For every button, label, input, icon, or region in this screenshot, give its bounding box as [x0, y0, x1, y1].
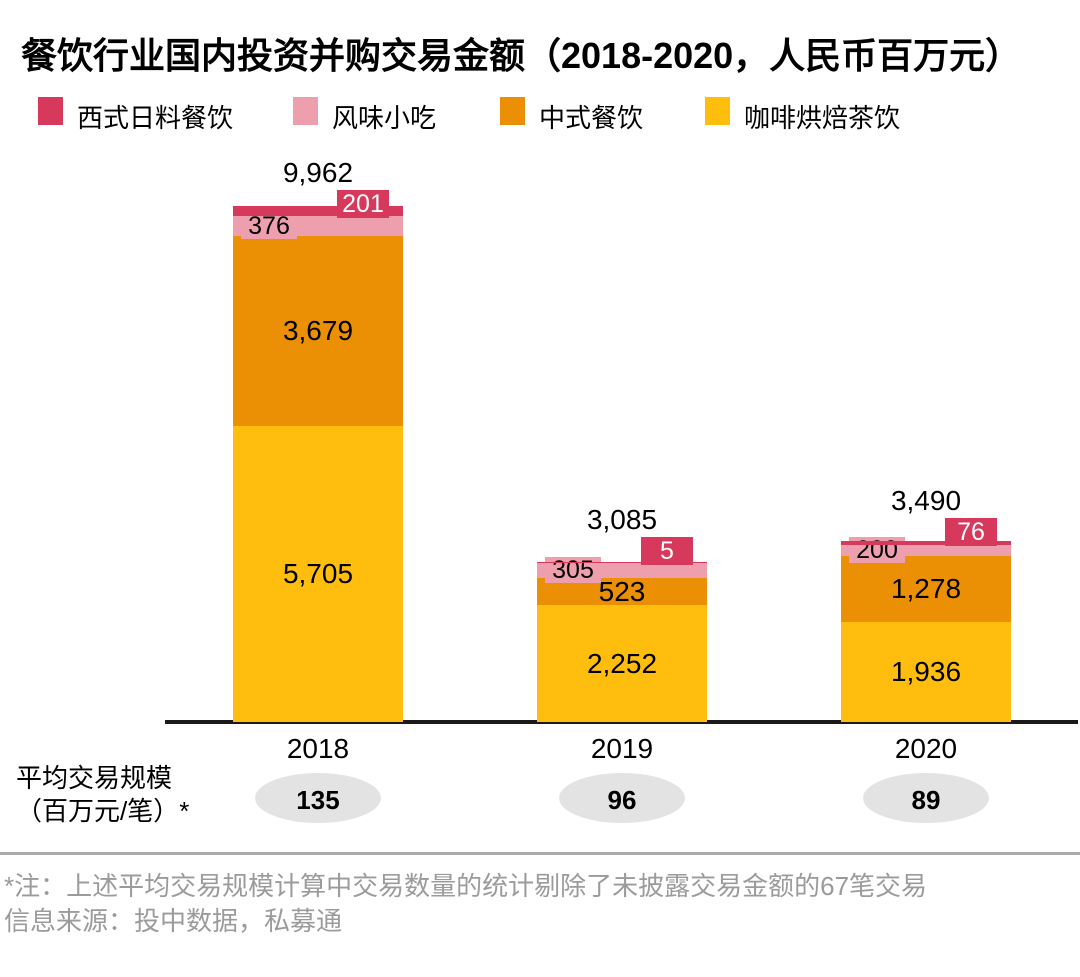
legend-swatch-western [38, 97, 63, 125]
legend-label-snacks: 风味小吃 [332, 103, 437, 133]
bar-segment-coffee [841, 621, 1011, 722]
legend-swatch-snacks [293, 97, 318, 125]
segment-value-label: 3,679 [282, 315, 354, 347]
segment-value-callout-western: 76 [945, 518, 997, 547]
segment-value-label: 523 [598, 575, 646, 607]
avg-deal-size-badge [863, 773, 989, 823]
x-axis-line [165, 720, 1078, 724]
avg-label-line2: （百万元/笔）* [16, 796, 190, 826]
bar-segment-coffee [233, 426, 403, 722]
avg-deal-size-badge [559, 773, 685, 823]
legend-label-western: 西式日料餐饮 [77, 103, 234, 133]
segment-value-callout-snacks: 376 [241, 213, 297, 240]
bar-segment-western [841, 541, 1011, 546]
legend-swatch-chinese [500, 97, 525, 125]
segment-value-label: 2,252 [586, 647, 658, 679]
x-axis-label: 2020 [894, 733, 958, 764]
avg-deal-size-value: 135 [296, 785, 340, 815]
segment-value-label: 1,278 [890, 572, 962, 604]
bar-segment-coffee [537, 605, 707, 722]
footnote-line2: 信息来源：投中数据，私募通 [4, 906, 343, 936]
avg-deal-size-value: 96 [607, 785, 637, 815]
footnote-line1: *注：上述平均交易规模计算中交易数量的统计剔除了未披露交易金额的67笔交易 [4, 871, 928, 901]
segment-value-label: 5,705 [282, 558, 354, 590]
segment-value-callout-snacks: 305 [545, 557, 601, 584]
segment-value-callout-western: 5 [641, 537, 693, 566]
bar-segment-snacks [841, 545, 1011, 556]
avg-deal-size-badge [255, 773, 381, 823]
legend-label-chinese: 中式餐饮 [539, 103, 644, 133]
avg-label-line1: 平均交易规模 [16, 763, 173, 793]
bar-segment-western [233, 206, 403, 217]
footnote-divider [0, 852, 1080, 855]
legend-swatch-coffee [705, 97, 730, 125]
legend-label-coffee: 咖啡烘焙茶饮 [744, 103, 901, 133]
bar-total-label: 3,085 [586, 504, 658, 536]
segment-value-callout-western: 201 [337, 190, 389, 219]
bar-segment-chinese [841, 555, 1011, 622]
bar-segment-chinese [233, 235, 403, 427]
chart-title: 餐饮行业国内投资并购交易金额（2018-2020，人民币百万元） [21, 35, 1022, 76]
avg-deal-size-value: 89 [911, 785, 941, 815]
avg-deal-size-label: 平均交易规模 （百万元/笔）* [16, 762, 189, 828]
bar-total-label: 9,962 [282, 157, 354, 189]
x-axis-label: 2019 [590, 733, 654, 764]
bar-total-label: 3,490 [890, 485, 962, 517]
x-axis-label: 2018 [286, 733, 350, 764]
segment-value-label: 1,936 [890, 655, 962, 687]
